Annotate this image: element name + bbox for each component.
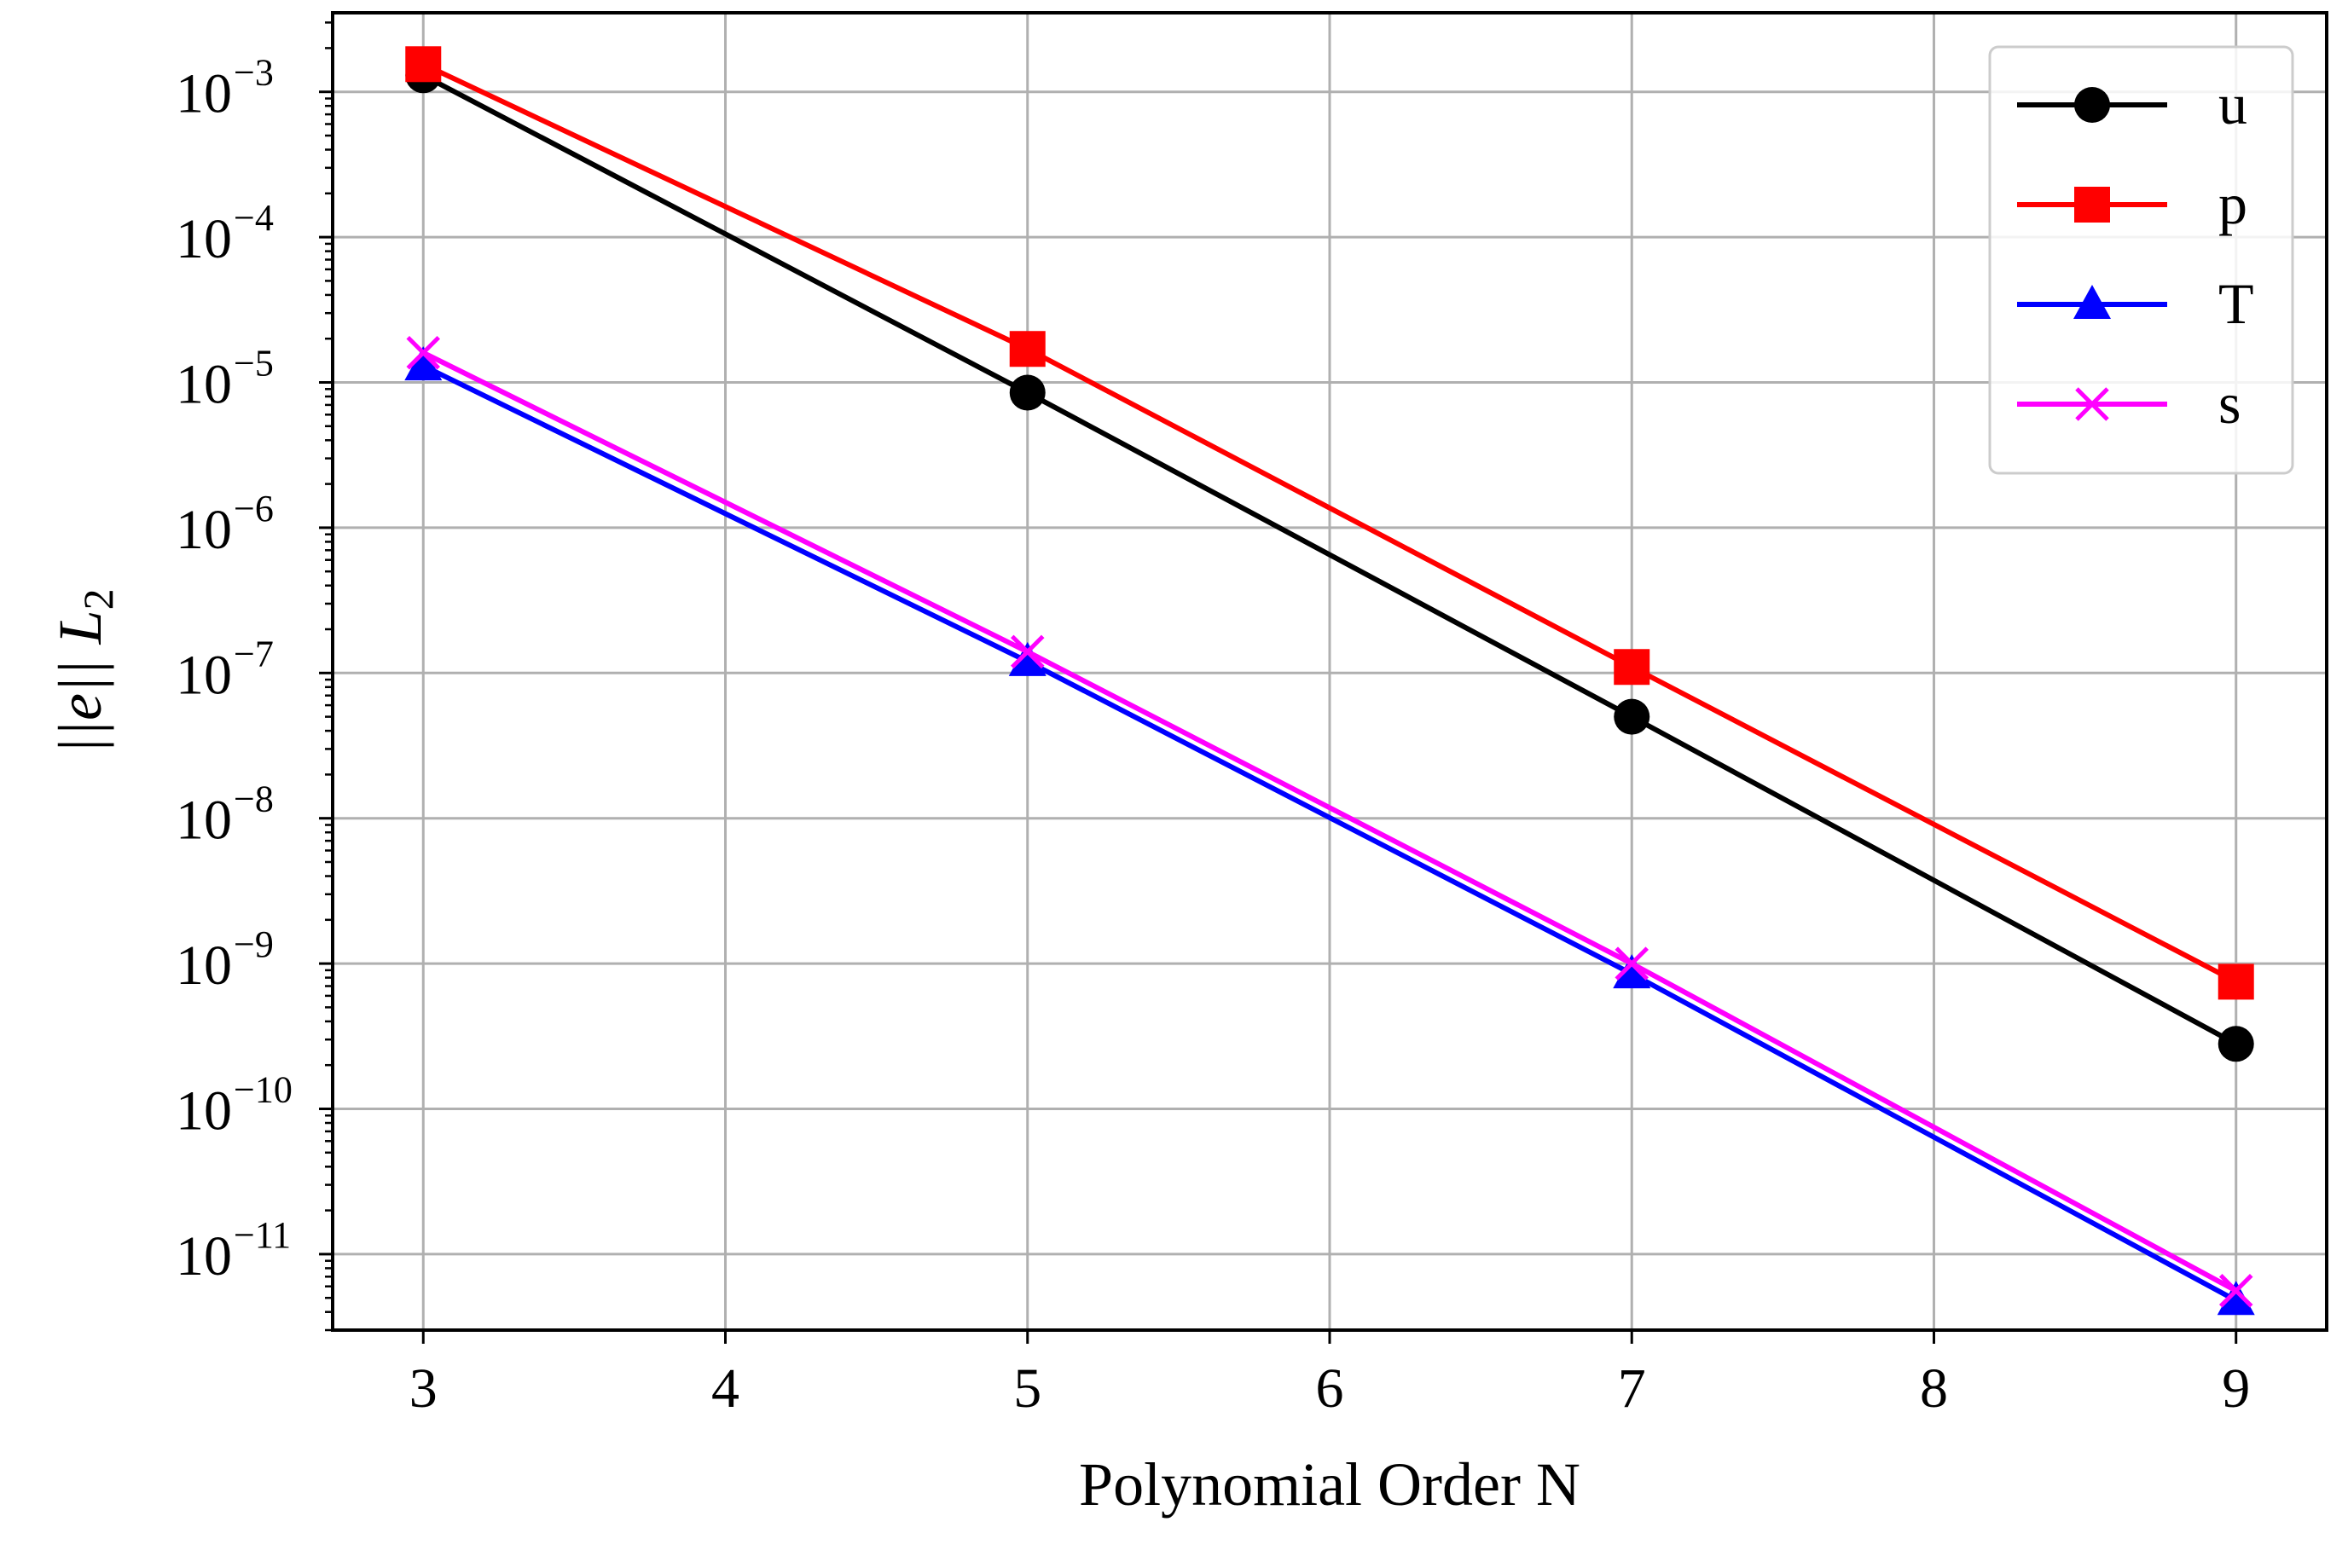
data-point-T bbox=[1613, 954, 1651, 989]
y-tick-exponent: −8 bbox=[234, 778, 274, 820]
y-tick-exponent: −4 bbox=[234, 197, 274, 239]
legend-label-T: T bbox=[2218, 271, 2254, 336]
legend-marker-u bbox=[2074, 87, 2110, 123]
data-point-s bbox=[1615, 946, 1649, 981]
y-tick-label: 10 bbox=[176, 790, 232, 852]
y-tick-label: 10 bbox=[176, 499, 232, 561]
series-line-s bbox=[421, 350, 2238, 1293]
series-line-u bbox=[421, 72, 2238, 1046]
series-line-p bbox=[421, 61, 2238, 985]
series-line-T bbox=[421, 363, 2238, 1303]
y-tick-label: 10 bbox=[176, 934, 232, 997]
y-tick-exponent: −6 bbox=[234, 488, 274, 529]
data-point-p bbox=[1009, 331, 1046, 367]
legend-marker-s bbox=[2075, 387, 2109, 421]
x-tick-label: 8 bbox=[1920, 1357, 1948, 1420]
data-point-T bbox=[2217, 1281, 2255, 1316]
x-tick-label: 7 bbox=[1618, 1357, 1646, 1420]
x-tick-label: 3 bbox=[409, 1357, 438, 1420]
y-axis-label-main: ||e|| L bbox=[46, 610, 114, 754]
data-point-s bbox=[1010, 634, 1045, 669]
y-tick-label: 10 bbox=[176, 644, 232, 706]
y-tick-label: 10 bbox=[176, 354, 232, 416]
series-layer bbox=[404, 46, 2255, 1316]
y-axis-label-subscript: 2 bbox=[74, 588, 122, 610]
x-axis-label: Polynomial Order N bbox=[1079, 1450, 1580, 1519]
legend-box bbox=[1988, 45, 2294, 475]
y-tick-exponent: −9 bbox=[234, 923, 274, 965]
x-tick-label: 9 bbox=[2222, 1357, 2250, 1420]
y-tick-label: 10 bbox=[176, 63, 232, 125]
y-tick-label: 10 bbox=[176, 208, 232, 270]
data-point-u bbox=[1614, 698, 1650, 735]
data-point-T bbox=[404, 346, 443, 381]
x-tick-label: 4 bbox=[711, 1357, 739, 1420]
y-tick-exponent: −7 bbox=[234, 633, 274, 674]
data-point-p bbox=[1614, 649, 1650, 686]
x-marker-stroke bbox=[406, 335, 441, 370]
x-tick-label: 5 bbox=[1013, 1357, 1041, 1420]
legend-marker-T bbox=[2073, 285, 2111, 319]
y-tick-exponent: −11 bbox=[234, 1214, 291, 1256]
legend-label-p: p bbox=[2218, 171, 2247, 236]
legend-label-s: s bbox=[2218, 371, 2241, 436]
y-tick-label: 10 bbox=[176, 1080, 232, 1143]
data-point-s bbox=[406, 335, 441, 370]
legend-label-u: u bbox=[2218, 72, 2247, 136]
data-point-s bbox=[2218, 1274, 2253, 1308]
x-marker-stroke bbox=[2218, 1274, 2253, 1308]
data-point-u bbox=[1009, 374, 1046, 411]
x-marker-stroke bbox=[1615, 946, 1649, 981]
data-point-p bbox=[2218, 963, 2254, 1000]
data-point-p bbox=[405, 46, 442, 83]
data-point-u bbox=[2218, 1026, 2254, 1062]
data-point-T bbox=[1008, 641, 1046, 676]
x-marker-stroke bbox=[2075, 387, 2109, 421]
y-tick-exponent: −3 bbox=[234, 52, 274, 94]
x-tick-label: 6 bbox=[1316, 1357, 1344, 1420]
y-tick-exponent: −10 bbox=[234, 1069, 293, 1111]
y-tick-exponent: −5 bbox=[234, 343, 274, 385]
y-tick-label: 10 bbox=[176, 1225, 232, 1287]
legend-marker-p bbox=[2074, 187, 2110, 223]
ticks-layer: 3 4 5 6 7 8 910−310−410−510−610−710−810−910−10… bbox=[176, 21, 2250, 1420]
y-axis-label: ||e|| L2 bbox=[46, 588, 122, 754]
x-marker-stroke bbox=[1010, 634, 1045, 669]
